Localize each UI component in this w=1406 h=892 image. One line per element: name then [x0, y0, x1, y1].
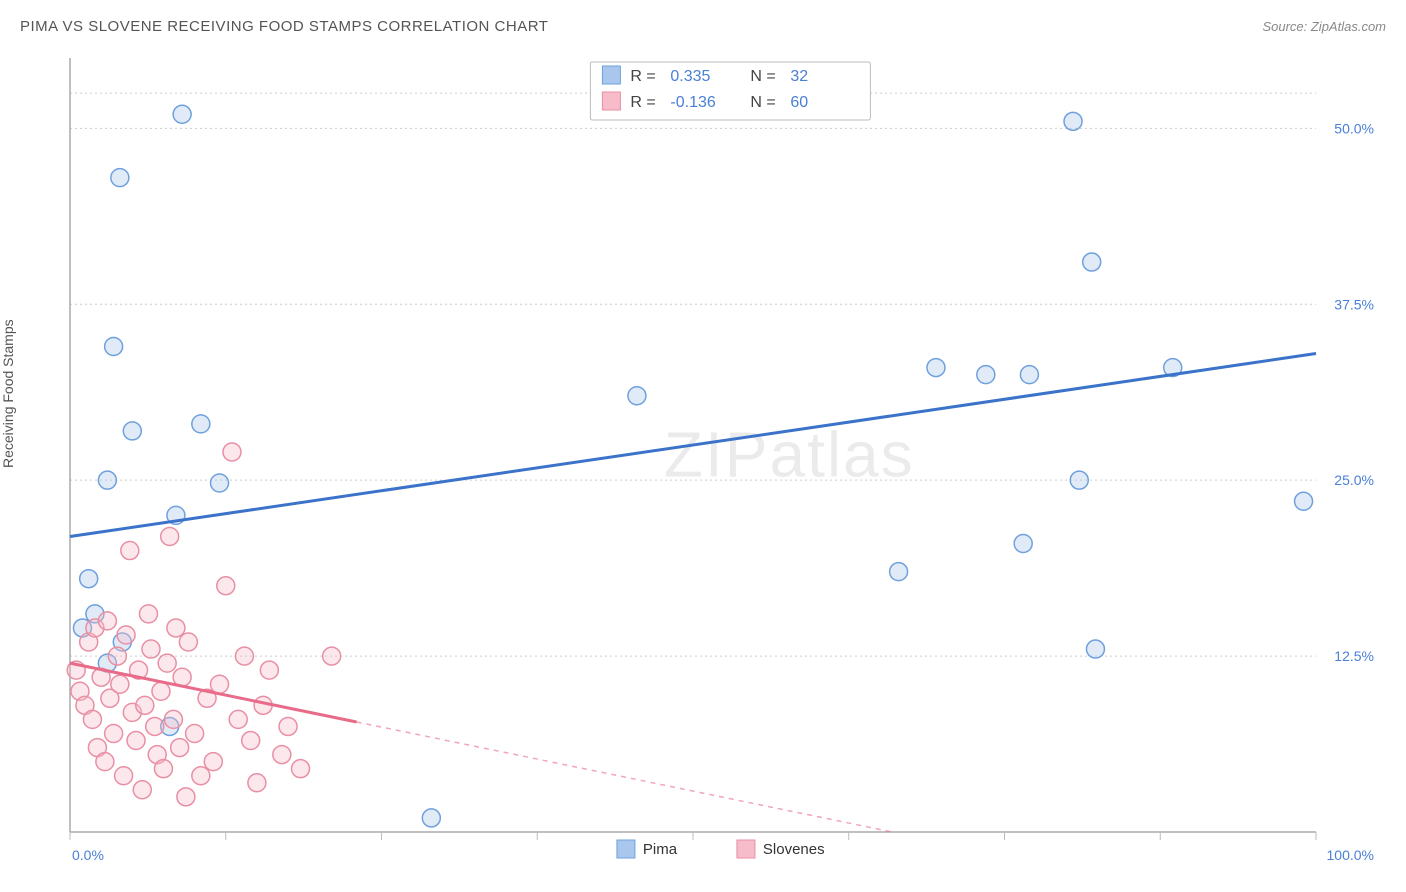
- data-point-slovenes: [323, 647, 341, 665]
- chart-title: PIMA VS SLOVENE RECEIVING FOOD STAMPS CO…: [20, 18, 548, 35]
- ytick-label: 12.5%: [1334, 648, 1374, 664]
- data-point-slovenes: [179, 633, 197, 651]
- data-point-pima: [1014, 535, 1032, 553]
- data-point-slovenes: [136, 696, 154, 714]
- data-point-slovenes: [235, 647, 253, 665]
- data-point-pima: [1020, 366, 1038, 384]
- data-point-slovenes: [158, 654, 176, 672]
- data-point-pima: [98, 471, 116, 489]
- data-point-slovenes: [133, 781, 151, 799]
- data-point-slovenes: [273, 746, 291, 764]
- data-point-slovenes: [260, 661, 278, 679]
- data-point-slovenes: [98, 612, 116, 630]
- legend-swatch-slovenes: [737, 840, 755, 858]
- data-point-pima: [1086, 640, 1104, 658]
- data-point-slovenes: [167, 619, 185, 637]
- plot-container: Receiving Food Stamps 12.5%25.0%37.5%50.…: [20, 48, 1386, 872]
- data-point-slovenes: [177, 788, 195, 806]
- data-point-pima: [105, 337, 123, 355]
- data-point-pima: [1083, 253, 1101, 271]
- data-point-pima: [123, 422, 141, 440]
- yaxis-label: Receiving Food Stamps: [0, 319, 16, 468]
- stats-r-value-slovenes: -0.136: [670, 94, 715, 111]
- stats-r-label-slovenes: R =: [630, 94, 655, 111]
- data-point-slovenes: [105, 724, 123, 742]
- data-point-slovenes: [146, 717, 164, 735]
- stats-r-value-pima: 0.335: [670, 68, 710, 85]
- data-point-pima: [192, 415, 210, 433]
- stats-swatch-slovenes: [602, 92, 620, 110]
- data-point-slovenes: [242, 732, 260, 750]
- data-point-slovenes: [83, 710, 101, 728]
- xtick-label-min: 0.0%: [72, 847, 104, 863]
- data-point-pima: [111, 169, 129, 187]
- stats-swatch-pima: [602, 66, 620, 84]
- data-point-slovenes: [111, 675, 129, 693]
- ytick-label: 50.0%: [1334, 120, 1374, 136]
- data-point-slovenes: [139, 605, 157, 623]
- data-point-pima: [80, 570, 98, 588]
- xtick-label-max: 100.0%: [1327, 847, 1374, 863]
- stats-r-label-pima: R =: [630, 68, 655, 85]
- chart-page: PIMA VS SLOVENE RECEIVING FOOD STAMPS CO…: [0, 0, 1406, 892]
- data-point-slovenes: [204, 753, 222, 771]
- regression-line-pima: [70, 354, 1316, 537]
- ytick-label: 37.5%: [1334, 296, 1374, 312]
- data-point-slovenes: [154, 760, 172, 778]
- data-point-slovenes: [164, 710, 182, 728]
- data-point-pima: [173, 105, 191, 123]
- data-point-pima: [977, 366, 995, 384]
- data-point-slovenes: [217, 577, 235, 595]
- data-point-pima: [1295, 492, 1313, 510]
- scatter-plot: 12.5% 25.0% 37.5% 50.0% 0.0% 100.0% ZIPatlas R …: [60, 48, 1386, 872]
- stats-n-value-pima: 32: [790, 68, 808, 85]
- data-point-slovenes: [248, 774, 266, 792]
- data-point-slovenes: [96, 753, 114, 771]
- data-point-slovenes: [127, 732, 145, 750]
- data-point-slovenes: [121, 542, 139, 560]
- chart-header: PIMA VS SLOVENE RECEIVING FOOD STAMPS CO…: [0, 0, 1406, 42]
- data-point-pima: [1070, 471, 1088, 489]
- data-point-slovenes: [279, 717, 297, 735]
- data-point-slovenes: [186, 724, 204, 742]
- watermark: ZIPatlas: [664, 418, 915, 490]
- data-point-slovenes: [108, 647, 126, 665]
- stats-n-label-slovenes: N =: [750, 94, 775, 111]
- legend-swatch-pima: [617, 840, 635, 858]
- data-point-slovenes: [152, 682, 170, 700]
- data-point-pima: [890, 563, 908, 581]
- data-point-slovenes: [223, 443, 241, 461]
- ytick-label: 25.0%: [1334, 472, 1374, 488]
- data-point-slovenes: [117, 626, 135, 644]
- stats-n-label-pima: N =: [750, 68, 775, 85]
- chart-source: Source: ZipAtlas.com: [1262, 19, 1386, 34]
- data-point-slovenes: [161, 527, 179, 545]
- data-point-slovenes: [292, 760, 310, 778]
- legend-label-slovenes: Slovenes: [763, 841, 825, 858]
- data-point-slovenes: [229, 710, 247, 728]
- data-point-pima: [927, 359, 945, 377]
- data-point-slovenes: [142, 640, 160, 658]
- data-point-pima: [422, 809, 440, 827]
- stats-n-value-slovenes: 60: [790, 94, 808, 111]
- data-point-pima: [628, 387, 646, 405]
- data-point-slovenes: [192, 767, 210, 785]
- data-point-pima: [211, 474, 229, 492]
- data-point-slovenes: [171, 739, 189, 757]
- legend-label-pima: Pima: [643, 841, 678, 858]
- data-point-slovenes: [211, 675, 229, 693]
- data-point-slovenes: [115, 767, 133, 785]
- data-point-pima: [1064, 112, 1082, 130]
